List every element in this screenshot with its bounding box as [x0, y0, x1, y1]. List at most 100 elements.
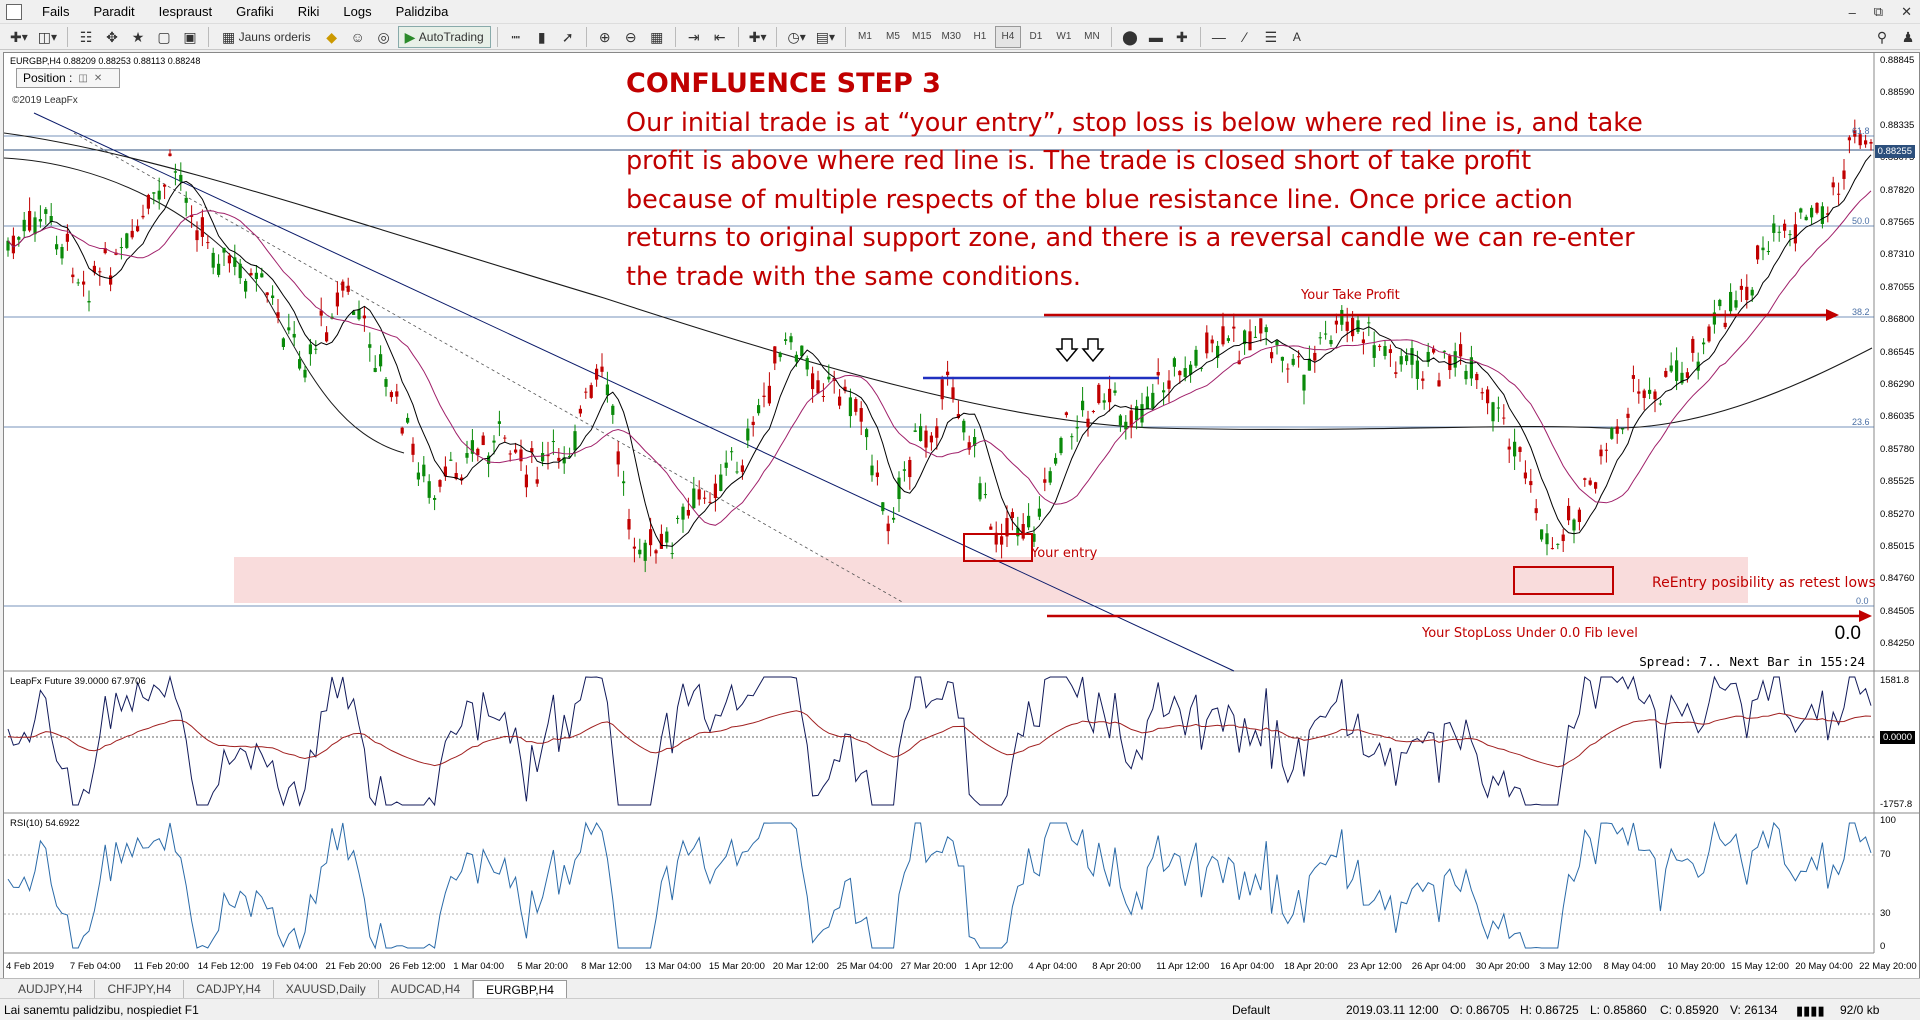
restore-icon[interactable]: ⧉: [1873, 4, 1884, 19]
price-axis-label: 0.88590: [1880, 87, 1915, 99]
templates-icon[interactable]: ▤ ▾: [815, 28, 835, 45]
candle-body: [1588, 480, 1592, 485]
candle-body: [1135, 406, 1139, 421]
tf-h4[interactable]: H4: [994, 25, 1021, 48]
signals-icon[interactable]: ☺: [350, 28, 365, 45]
minimize-icon[interactable]: –: [1848, 4, 1856, 20]
candle-body: [1480, 392, 1484, 394]
user-icon[interactable]: ♟: [1901, 28, 1915, 45]
candle-body: [1432, 348, 1436, 353]
candle-body: [1772, 223, 1776, 233]
candle-body: [811, 373, 815, 390]
new-order-button[interactable]: ▦ Jauns orderis: [215, 26, 318, 48]
candle-body: [1194, 349, 1198, 366]
tf-mn[interactable]: MN: [1084, 31, 1100, 42]
candle-body: [125, 233, 129, 248]
autoscroll-icon[interactable]: ⇥: [687, 28, 700, 45]
zoom-in-icon[interactable]: ⊕: [598, 28, 611, 45]
channel-icon[interactable]: ☰: [1264, 28, 1278, 45]
bar-chart-icon[interactable]: ┉: [511, 28, 520, 45]
candle-body: [859, 408, 863, 422]
candlestick-series: [6, 119, 1873, 573]
tab-audjpy[interactable]: AUDJPY,H4: [6, 980, 96, 998]
new-chart-icon[interactable]: ✚ ▾: [10, 28, 28, 45]
status-high: H: 0.86725: [1520, 1003, 1579, 1017]
market-icon[interactable]: ◆: [326, 28, 338, 45]
candle-body: [584, 391, 588, 393]
horizontal-line-icon[interactable]: —: [1211, 28, 1226, 45]
menu-palidziba[interactable]: Palidziba: [395, 3, 449, 19]
tab-eurgbp[interactable]: EURGBP,H4: [473, 980, 567, 998]
market-watch-icon[interactable]: ☷: [79, 28, 93, 45]
candle-body: [746, 428, 750, 441]
tf-d1[interactable]: D1: [1029, 31, 1043, 42]
ellipse-tool-icon[interactable]: ⬤: [1122, 28, 1138, 45]
tf-m30[interactable]: M30: [941, 31, 961, 42]
price-axis-label: 0.84250: [1880, 638, 1915, 650]
candle-body: [1307, 358, 1311, 371]
candle-body: [1712, 312, 1716, 325]
chart-window[interactable]: EURGBP,H4 0.88209 0.88253 0.88113 0.8824…: [3, 52, 1920, 982]
zoom-out-icon[interactable]: ⊖: [624, 28, 637, 45]
menu-grafiki[interactable]: Grafiki: [236, 3, 274, 19]
crosshair-tool-icon[interactable]: ✚: [1176, 28, 1188, 45]
terminal-icon[interactable]: ▢: [157, 28, 171, 45]
strategy-tester-icon[interactable]: ▣: [183, 28, 197, 45]
candle-body: [1405, 355, 1409, 362]
navigator-icon[interactable]: ★: [131, 28, 145, 45]
candle-body: [622, 481, 626, 484]
search-icon[interactable]: ⚲: [1876, 28, 1888, 45]
crosshair-icon[interactable]: ✥: [106, 28, 118, 45]
candle-body: [994, 532, 998, 545]
candle-body: [1097, 384, 1101, 404]
candle-body: [1000, 536, 1004, 545]
candle-body: [616, 451, 620, 465]
line-chart-icon[interactable]: ➚: [561, 28, 574, 45]
candle-body: [1464, 370, 1468, 380]
tf-m5[interactable]: M5: [886, 31, 900, 42]
candle-body: [940, 379, 944, 400]
status-profile[interactable]: Default: [1232, 1003, 1271, 1017]
candle-body: [1550, 548, 1554, 550]
price-axis-label: 0.87565: [1880, 217, 1915, 228]
autotrading-button[interactable]: ▶ AutoTrading: [397, 25, 491, 48]
position-window[interactable]: Position : ◫ ✕: [16, 68, 120, 88]
tab-xauusd[interactable]: XAUUSD,Daily: [274, 980, 379, 998]
profiles-icon[interactable]: ◫ ▾: [37, 28, 58, 45]
candle-body: [870, 465, 874, 476]
tab-cadjpy[interactable]: CADJPY,H4: [184, 980, 274, 998]
tab-chfjpy[interactable]: CHFJPY,H4: [95, 980, 185, 998]
candle-body: [1577, 509, 1581, 523]
take-profit-arrowhead: [1826, 309, 1839, 321]
tab-audcad[interactable]: AUDCAD,H4: [379, 980, 474, 998]
tf-m15[interactable]: M15: [912, 31, 932, 42]
menu-riki[interactable]: Riki: [297, 3, 320, 19]
maximize-icon[interactable]: ◫: [78, 72, 88, 84]
rectangle-tool-icon[interactable]: ▬: [1148, 28, 1163, 45]
fib-label: 23.6: [1852, 417, 1870, 427]
trendline-icon[interactable]: ∕: [1243, 28, 1247, 45]
tf-h1[interactable]: H1: [973, 31, 987, 42]
periods-icon[interactable]: ◷ ▾: [787, 28, 806, 45]
chart-shift-icon[interactable]: ⇤: [713, 28, 726, 45]
tile-windows-icon[interactable]: ▦: [650, 28, 664, 45]
candle-body: [1853, 129, 1857, 137]
close-icon[interactable]: ✕: [93, 72, 103, 84]
metaeditor-icon[interactable]: ◎: [377, 28, 390, 45]
close-icon[interactable]: ✕: [1901, 4, 1912, 19]
chart-canvas[interactable]: [4, 53, 1919, 981]
candle-body: [497, 421, 501, 424]
menu-iespraust[interactable]: Iespraust: [158, 3, 213, 19]
candle-body: [303, 369, 307, 378]
menu-logs[interactable]: Logs: [343, 3, 372, 19]
tf-w1[interactable]: W1: [1056, 31, 1072, 42]
indicators-icon[interactable]: ✚ ▾: [748, 28, 767, 45]
text-tool-icon[interactable]: A: [1292, 29, 1301, 44]
menu-paradit[interactable]: Paradit: [93, 3, 135, 19]
candlestick-icon[interactable]: ▮: [537, 28, 546, 45]
tf-m1[interactable]: M1: [858, 31, 872, 42]
menu-fails[interactable]: Fails: [42, 3, 70, 19]
candle-body: [1750, 289, 1754, 296]
candle-body: [1297, 356, 1301, 358]
new-order-icon: ▦: [222, 28, 236, 45]
